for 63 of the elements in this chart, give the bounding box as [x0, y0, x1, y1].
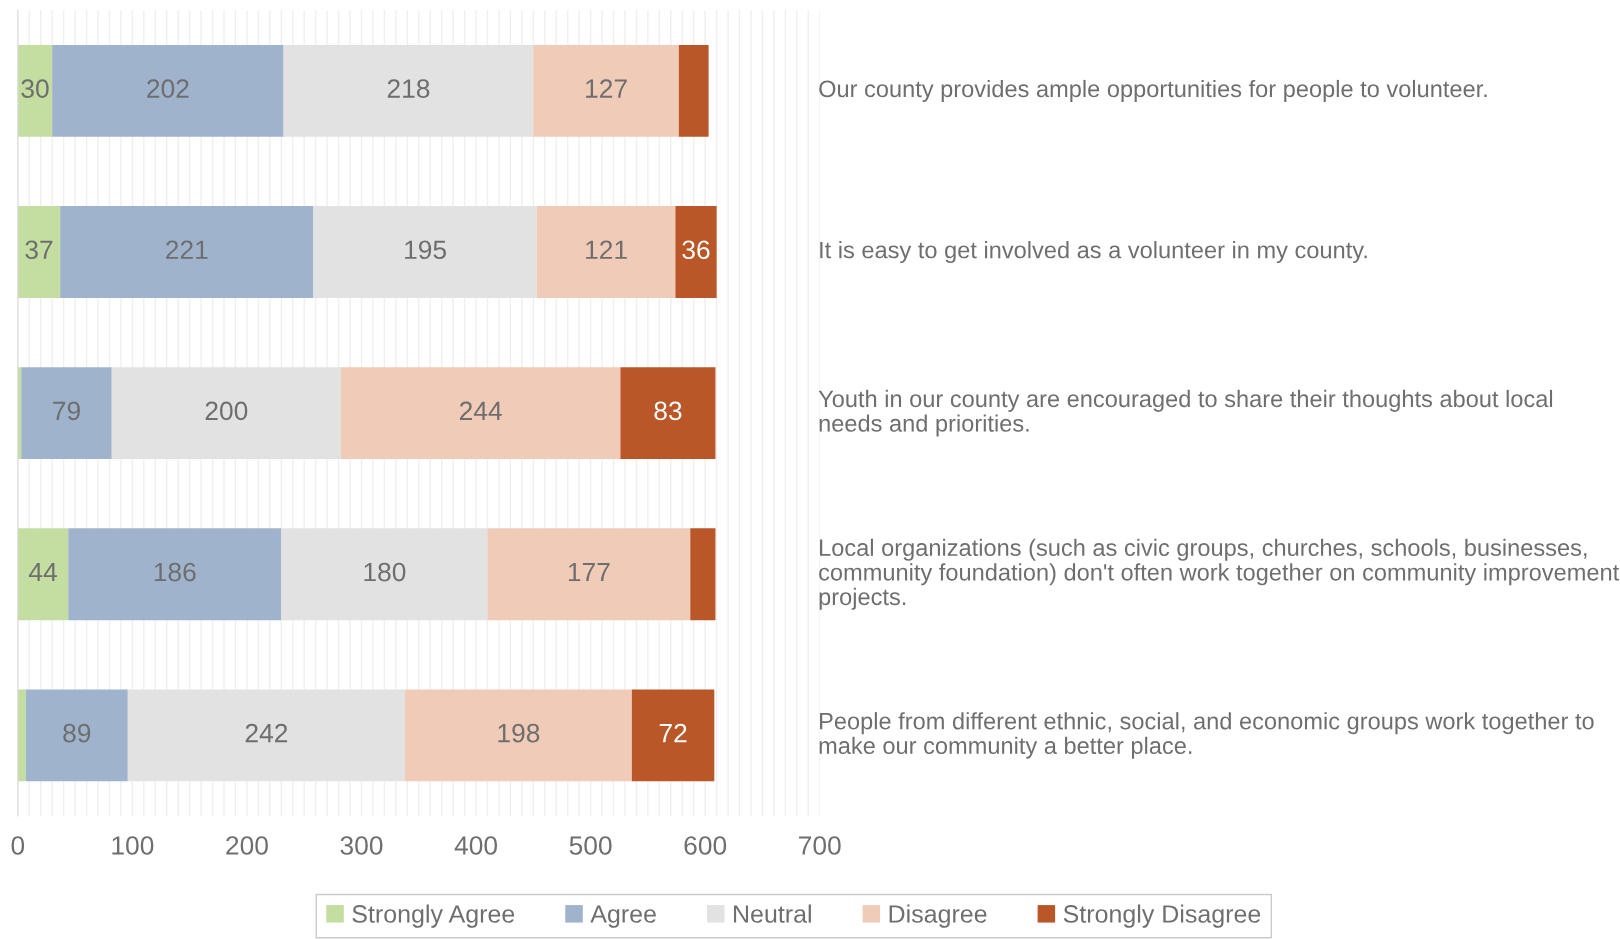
- legend-label: Disagree: [889, 904, 987, 928]
- bar: [17, 689, 26, 782]
- bar: [68, 528, 282, 621]
- bar: [487, 528, 691, 621]
- legend-label: Strongly Agree: [352, 904, 515, 928]
- data-label: 195: [405, 240, 446, 260]
- x-tick-label: 400: [454, 836, 498, 855]
- y-tick-label: It is easy to get involved as a volunteer in my county.: [820, 241, 1367, 264]
- data-label: 36: [682, 240, 710, 260]
- bar: [21, 367, 112, 460]
- data-label: 44: [28, 562, 57, 582]
- x-tick-label: 0: [11, 836, 25, 855]
- data-label: 221: [166, 240, 208, 259]
- data-label: 89: [63, 723, 91, 743]
- bar: [17, 44, 53, 137]
- data-label: 83: [654, 401, 682, 421]
- y-tick-label: People from different ethnic, social, and economic groups work together to make our community a better place.: [819, 712, 1594, 759]
- y-tick-label: Our county provides ample opportunities for people to volunteer.: [819, 79, 1487, 102]
- bar: [127, 689, 406, 782]
- bar: [533, 44, 679, 137]
- data-label: 177: [568, 562, 610, 582]
- bar: [405, 689, 632, 782]
- data-label: 198: [498, 723, 540, 743]
- data-label: 242: [245, 723, 288, 743]
- x-tick-label: 500: [569, 836, 612, 855]
- bar: [60, 206, 314, 298]
- legend-label: Agree: [590, 905, 656, 928]
- bar: [678, 44, 709, 137]
- data-label: 30: [21, 79, 49, 98]
- data-label: 200: [205, 401, 248, 421]
- bar: [283, 44, 534, 137]
- bar: [17, 528, 69, 621]
- data-label: 127: [586, 79, 627, 98]
- data-label: 218: [387, 79, 430, 98]
- x-tick-label: 700: [799, 836, 841, 855]
- legend-label: Neutral: [734, 904, 811, 923]
- x-tick-label: 200: [226, 836, 268, 855]
- bar: [111, 367, 341, 460]
- bar: [281, 528, 488, 621]
- data-label: 72: [659, 723, 687, 743]
- bar: [340, 367, 621, 460]
- y-tick-label: Local organizations (such as civic groups, churches, schools, businesses, community foundation) don't often work together on community improvement projects.: [819, 538, 1620, 610]
- bar: [25, 689, 128, 782]
- bar: [17, 206, 61, 298]
- bar: [536, 206, 676, 298]
- data-label: 121: [586, 240, 627, 259]
- x-tick-label: 300: [340, 836, 383, 855]
- x-tick-label: 100: [112, 836, 154, 855]
- y-tick-label: Youth in our county are encouraged to share their thoughts about local needs and priorities.: [818, 389, 1553, 437]
- data-label: 180: [364, 562, 406, 582]
- bar: [52, 44, 284, 137]
- data-label: 79: [53, 401, 80, 421]
- data-label: 244: [459, 401, 502, 420]
- data-label: 37: [25, 240, 53, 260]
- bar: [675, 206, 717, 298]
- data-label: 186: [154, 562, 196, 582]
- bar: [690, 528, 716, 621]
- bar: [620, 367, 716, 460]
- legend-label: Strongly Disagree: [1063, 904, 1261, 928]
- x-tick-label: 600: [684, 836, 727, 855]
- bar: [313, 206, 537, 298]
- bar: [631, 689, 715, 782]
- data-label: 202: [147, 79, 189, 98]
